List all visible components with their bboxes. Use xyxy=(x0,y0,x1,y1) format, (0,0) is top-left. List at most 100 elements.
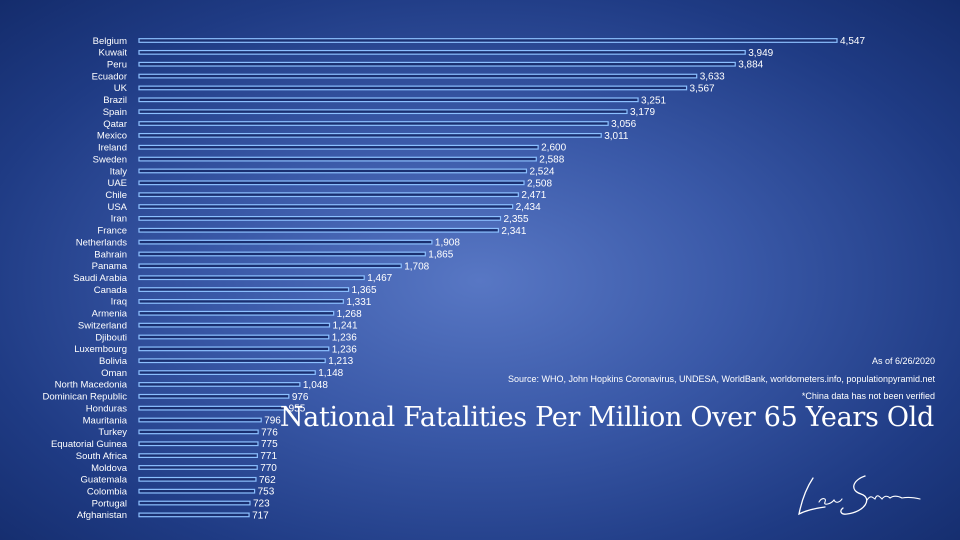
category-label: Canada xyxy=(94,285,128,296)
category-label: North Macedonia xyxy=(55,380,128,391)
bar xyxy=(138,488,256,494)
bar xyxy=(138,358,326,364)
value-label: 1,241 xyxy=(333,321,358,332)
category-label: Sweden xyxy=(93,154,127,165)
value-label: 3,251 xyxy=(641,95,666,106)
bar xyxy=(138,132,602,138)
value-label: 1,148 xyxy=(318,368,343,379)
as-of-date: As of 6/26/2020 xyxy=(871,356,935,366)
value-label: 1,331 xyxy=(346,297,371,308)
category-label: Mauritania xyxy=(83,415,128,426)
category-label: Panama xyxy=(92,261,128,272)
value-label: 1,708 xyxy=(404,261,429,272)
value-label: 3,056 xyxy=(611,119,636,130)
bar xyxy=(138,370,316,375)
bar xyxy=(138,287,350,292)
category-label: Chile xyxy=(105,190,127,201)
value-label: 776 xyxy=(261,427,278,438)
value-label: 2,588 xyxy=(539,155,564,166)
bar xyxy=(138,239,433,245)
bar xyxy=(138,49,746,55)
bar xyxy=(138,512,250,518)
category-label: UAE xyxy=(107,178,127,189)
bar xyxy=(138,322,331,328)
value-label: 3,567 xyxy=(690,83,715,94)
value-label: 4,547 xyxy=(840,36,865,47)
category-label: Colombia xyxy=(87,486,128,497)
value-label: 1,213 xyxy=(328,356,353,367)
bar xyxy=(138,204,514,209)
category-label: Oman xyxy=(101,368,127,379)
bar xyxy=(138,97,639,103)
category-label: Armenia xyxy=(92,309,128,320)
bar xyxy=(138,263,402,269)
category-label: Qatar xyxy=(103,119,127,130)
bar xyxy=(138,180,525,186)
category-label: Turkey xyxy=(98,427,127,438)
value-label: 3,884 xyxy=(738,60,763,71)
category-label: Iraq xyxy=(111,297,127,308)
category-label: Honduras xyxy=(86,403,127,414)
value-label: 2,341 xyxy=(501,226,526,237)
category-label: Bolivia xyxy=(99,356,128,367)
category-label: Mexico xyxy=(97,131,127,142)
bar xyxy=(138,310,335,316)
value-label: 1,236 xyxy=(332,344,357,355)
category-label: Guatemala xyxy=(81,475,128,486)
category-label: Peru xyxy=(107,60,127,71)
value-label: 1,467 xyxy=(367,273,392,284)
value-label: 3,949 xyxy=(748,48,773,59)
category-label: Italy xyxy=(110,166,128,177)
bar xyxy=(138,38,838,43)
value-label: 723 xyxy=(253,499,270,510)
bar xyxy=(138,382,301,387)
category-label: Ireland xyxy=(98,143,127,154)
source-note: Source: WHO, John Hopkins Coronavirus, U… xyxy=(507,374,935,384)
value-label: 771 xyxy=(260,451,277,462)
bar xyxy=(138,500,251,506)
value-label: 976 xyxy=(292,392,309,403)
value-label: 955 xyxy=(289,404,306,415)
bar xyxy=(138,441,259,447)
signature-graphic xyxy=(798,475,921,516)
category-label: Afghanistan xyxy=(77,510,127,521)
bar xyxy=(138,73,698,79)
bar xyxy=(138,156,537,162)
bar xyxy=(138,465,258,470)
category-label: Netherlands xyxy=(76,237,127,248)
bar xyxy=(138,192,519,198)
value-label: 2,508 xyxy=(527,178,552,189)
value-label: 1,048 xyxy=(303,380,328,391)
category-label: Luxembourg xyxy=(74,344,127,355)
category-label: Equatorial Guinea xyxy=(51,439,128,450)
chart-title: National Fatalities Per Million Over 65 … xyxy=(279,402,934,433)
category-label: France xyxy=(97,226,127,237)
category-label: Belgium xyxy=(93,36,127,47)
bar xyxy=(138,168,528,174)
category-label: Kuwait xyxy=(98,48,127,59)
value-label: 3,633 xyxy=(700,72,725,83)
value-label: 2,471 xyxy=(521,190,546,201)
value-label: 796 xyxy=(264,416,281,427)
value-label: 762 xyxy=(259,475,276,486)
bar xyxy=(138,121,609,126)
bar xyxy=(138,346,330,352)
value-label: 2,524 xyxy=(529,166,554,177)
category-label: Ecuador xyxy=(92,71,127,82)
category-label: USA xyxy=(107,202,127,213)
category-label: Spain xyxy=(103,107,127,118)
bar xyxy=(138,275,365,281)
bar xyxy=(138,334,330,340)
value-label: 1,268 xyxy=(337,309,362,320)
bar xyxy=(138,227,499,233)
category-label: Djibouti xyxy=(95,332,127,343)
value-label: 770 xyxy=(260,463,277,474)
bar xyxy=(138,85,688,91)
bar xyxy=(138,393,290,399)
category-label: Brazil xyxy=(103,95,127,106)
bar xyxy=(138,251,426,257)
category-label: Iran xyxy=(111,214,127,225)
category-label: Moldova xyxy=(91,463,128,474)
bar xyxy=(138,417,262,423)
bar xyxy=(138,405,287,411)
